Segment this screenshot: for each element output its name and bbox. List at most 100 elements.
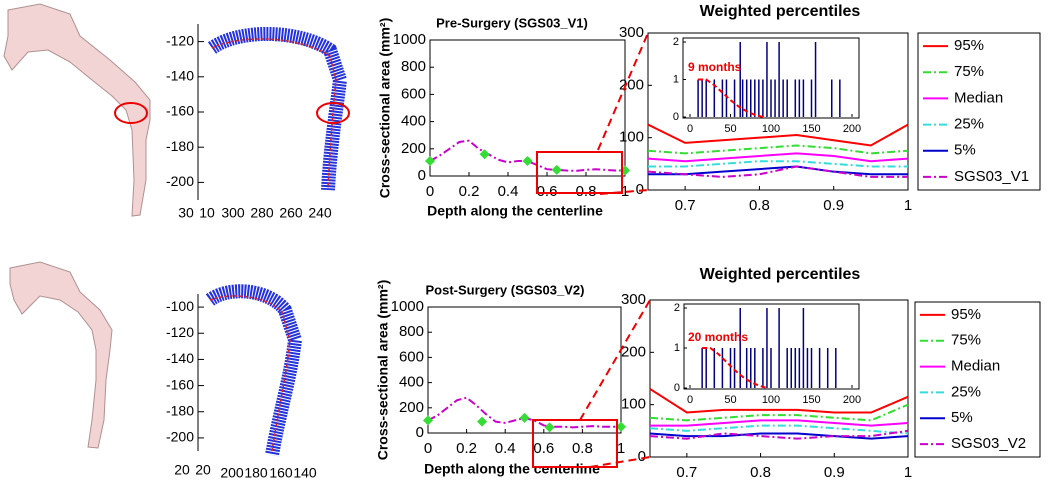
- y-tick-label: 10: [199, 205, 215, 221]
- legend-label: 5%: [951, 409, 973, 426]
- x-tick-label: 140: [293, 465, 317, 481]
- x-tick-label: 0.4: [495, 440, 516, 457]
- x-tick-label: 0.8: [576, 183, 597, 200]
- legend-label: 95%: [951, 306, 981, 323]
- series-line: [647, 144, 909, 155]
- series-line: [649, 424, 909, 435]
- y-tick-label: 30: [178, 205, 194, 221]
- x-tick-label: 0: [426, 183, 434, 200]
- x-axis-label: Depth along the centerline: [424, 461, 600, 477]
- x-tick-label: 260: [279, 205, 303, 221]
- x-tick-label: 200: [843, 123, 861, 135]
- x-tick-label: 1: [621, 183, 629, 200]
- y-tick-label: 400: [399, 374, 424, 391]
- x-tick-label: 0.7: [676, 464, 697, 481]
- legend-box: [917, 32, 1041, 191]
- x-tick-label: 50: [724, 123, 736, 135]
- x-tick-label: 0.8: [750, 464, 771, 481]
- y-tick-label: 200: [621, 343, 646, 360]
- marker: [425, 156, 435, 167]
- y-tick-label: 1: [673, 73, 679, 85]
- annotation: 9 months: [688, 60, 742, 74]
- x-tick-label: 180: [244, 465, 268, 481]
- y-tick-label: 0: [636, 181, 644, 198]
- series-line: [650, 419, 909, 427]
- legend-label: Median: [951, 358, 1000, 375]
- x-tick-label: 0: [687, 394, 693, 406]
- z-tick-label: -140: [166, 68, 194, 84]
- fit-curve: [698, 78, 764, 118]
- mesh-3d: [205, 27, 350, 457]
- x-tick-label: 50: [724, 394, 736, 406]
- y-tick-label: 100: [621, 396, 646, 413]
- series-line: [649, 388, 909, 414]
- marker: [544, 422, 555, 433]
- x-tick-label: 0.4: [498, 183, 519, 200]
- x-tick-label: 0: [687, 123, 693, 135]
- y-axis-label: Cross-sectional area (mm²): [377, 18, 393, 199]
- y-tick-label: 20: [195, 462, 211, 478]
- x-tick-label: 100: [762, 123, 780, 135]
- marker: [551, 164, 562, 175]
- x-tick-label: 100: [762, 394, 780, 406]
- y-tick-label: 300: [619, 24, 644, 41]
- x-tick-label: 1: [904, 464, 912, 481]
- y-tick-label: 2: [674, 302, 680, 314]
- y-tick-label: 400: [401, 113, 426, 130]
- x-tick-label: 0.6: [533, 440, 554, 457]
- y-tick-label: 20: [174, 462, 190, 478]
- z-tick-label: -100: [166, 298, 194, 314]
- y-tick-label: 200: [401, 140, 426, 157]
- y-tick-label: 1000: [391, 298, 424, 315]
- y-tick-label: 200: [399, 399, 424, 416]
- airway-rendering: [3, 3, 151, 449]
- x-tick-label: 0.7: [675, 197, 696, 214]
- series-line: [647, 123, 909, 147]
- legend-label: SGS03_V2: [951, 435, 1026, 452]
- legend-label: Median: [954, 89, 1003, 106]
- x-axis-label: Depth along the centerline: [427, 203, 603, 219]
- z-tick-label: -140: [166, 350, 194, 366]
- x-tick-label: 280: [250, 205, 274, 221]
- series-line: [647, 165, 908, 178]
- marker: [423, 415, 433, 426]
- x-tick-label: 200: [843, 394, 861, 406]
- y-tick-label: 2: [673, 36, 679, 48]
- z-tick-label: -160: [166, 103, 194, 119]
- y-tick-label: 0: [638, 448, 646, 465]
- x-tick-label: 0.9: [823, 197, 844, 214]
- x-tick-label: 150: [802, 394, 820, 406]
- x-tick-label: 160: [269, 465, 293, 481]
- chart-title: Weighted percentiles: [700, 3, 861, 20]
- y-tick-label: 800: [401, 58, 426, 75]
- x-tick-label: 150: [802, 123, 820, 135]
- z-tick-label: -120: [166, 32, 194, 48]
- z-tick-label: -200: [166, 173, 194, 189]
- y-tick-label: 300: [621, 291, 646, 308]
- x-tick-label: 1: [904, 197, 912, 214]
- y-tick-label: 1: [674, 342, 680, 354]
- marker: [477, 416, 488, 427]
- chart-title: Pre-Surgery (SGS03_V1): [436, 15, 588, 30]
- y-tick-label: 800: [399, 323, 424, 340]
- plot-frame: [427, 306, 622, 434]
- x-tick-label: 300: [221, 205, 245, 221]
- x-tick-label: 0.2: [456, 440, 477, 457]
- x-tick-label: 200: [220, 465, 244, 481]
- legend-label: 75%: [954, 63, 984, 80]
- x-tick-label: 240: [308, 205, 332, 221]
- y-tick-label: 1000: [393, 31, 426, 48]
- y-tick-label: 0: [416, 424, 424, 441]
- series-line: [649, 429, 909, 440]
- legend-label: 75%: [951, 332, 981, 349]
- legend-label: SGS03_V1: [954, 168, 1029, 185]
- x-tick-label: 0.6: [537, 183, 558, 200]
- marker: [616, 421, 626, 432]
- y-tick-label: 0: [674, 382, 680, 394]
- series-line: [649, 403, 909, 422]
- marker: [519, 412, 530, 423]
- series-line: [647, 152, 909, 163]
- z-tick-label: -120: [166, 324, 194, 340]
- z-tick-label: -160: [166, 376, 194, 392]
